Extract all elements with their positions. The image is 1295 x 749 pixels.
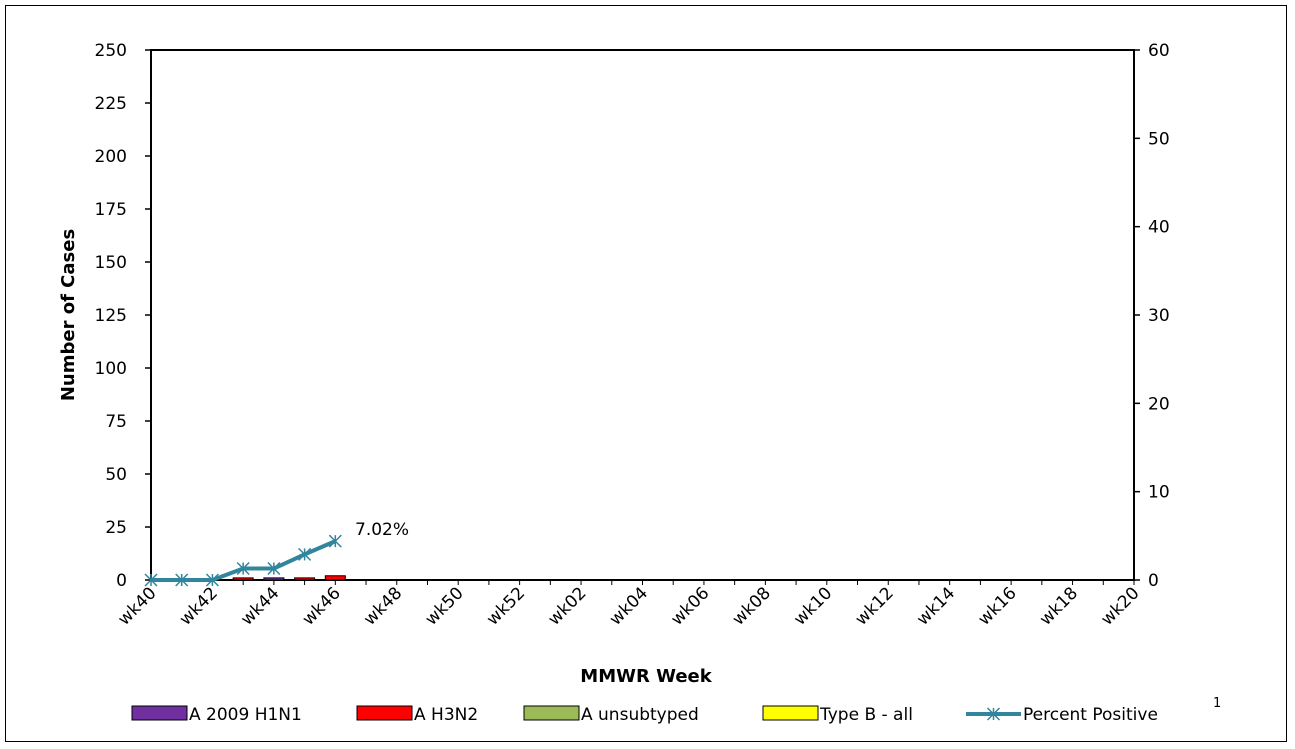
- y2-tick-label: 20: [1148, 394, 1170, 414]
- legend-swatch: [131, 705, 188, 721]
- legend: A 2009 H1N1 A H3N2 A unsubtyped Type B - al…: [131, 705, 1158, 725]
- x-tick-label: wk46: [299, 583, 345, 629]
- y2-tick-label: 10: [1148, 483, 1170, 503]
- x-axis-title: MMWR Week: [580, 666, 712, 687]
- x-tick-label: wk16: [974, 583, 1020, 629]
- x-axis-tick-labels: wk40 wk42 wk44 wk46 wk48 wk50 wk52 wk02 wk04 wk06…: [114, 583, 1143, 629]
- legend-swatch: [356, 705, 413, 721]
- legend-item-percent-positive: Percent Positive: [966, 705, 1158, 725]
- bar-a-h3n2: [232, 577, 254, 581]
- x-tick-label: wk18: [1036, 583, 1082, 629]
- percent-positive-point: [175, 573, 189, 587]
- legend-item-a-2009-h1n1: A 2009 H1N1: [131, 705, 302, 725]
- x-tick-label: wk12: [852, 583, 898, 629]
- y-axis-tick-labels: 0 25 50 75 100 125 150 175 200 225 250: [95, 41, 127, 591]
- legend-item-a-unsubtyped: A unsubtyped: [523, 705, 699, 725]
- y-tick-label: 225: [95, 94, 127, 114]
- y2-tick-label: 0: [1148, 571, 1159, 591]
- y-tick-label: 100: [95, 359, 127, 379]
- legend-footnote: 1: [1213, 696, 1221, 711]
- y-tick-label: 25: [105, 518, 127, 538]
- bar-a-h3n2: [294, 577, 316, 581]
- legend-label: A unsubtyped: [581, 705, 699, 725]
- y2-tick-label: 40: [1148, 218, 1170, 238]
- plot-area-border: [150, 49, 1135, 581]
- legend-swatch: [762, 705, 819, 721]
- y-tick-label: 250: [95, 41, 127, 61]
- x-tick-label: wk02: [544, 583, 590, 629]
- legend-item-type-b-all: Type B - all: [762, 705, 913, 725]
- percent-positive-point: [298, 547, 312, 561]
- y-tick-label: 75: [105, 412, 127, 432]
- x-tick-label: wk52: [483, 583, 529, 629]
- x-tick-label: wk10: [790, 583, 836, 629]
- percent-positive-annotation: 7.02%: [355, 520, 409, 540]
- y-tick-label: 200: [95, 147, 127, 167]
- bar-a-h3n2: [324, 575, 346, 581]
- y2-tick-label: 30: [1148, 306, 1170, 326]
- bar-a-2009-h1n1: [263, 577, 285, 581]
- x-tick-label: wk50: [421, 583, 467, 629]
- percent-positive-point: [267, 561, 281, 576]
- y-tick-label: 150: [95, 253, 127, 273]
- x-tick-label: wk42: [176, 583, 222, 629]
- axes: [145, 49, 1140, 585]
- x-tick-label: wk06: [667, 583, 713, 629]
- percent-positive-point: [236, 561, 250, 576]
- percent-positive-point: [205, 573, 219, 587]
- x-tick-label: wk48: [360, 583, 406, 629]
- bars: [232, 575, 346, 581]
- y2-tick-label: 50: [1148, 129, 1170, 149]
- y2-axis-tick-labels: 0 10 20 30 40 50 60: [1148, 41, 1170, 591]
- y-tick-label: 125: [95, 306, 127, 326]
- legend-label: A H3N2: [414, 705, 478, 725]
- x-tick-label: wk04: [606, 583, 652, 629]
- x-tick-label: wk44: [237, 583, 283, 629]
- percent-positive-line: [144, 534, 342, 587]
- y-axis-title: Number of Cases: [58, 229, 79, 401]
- legend-label: A 2009 H1N1: [189, 705, 302, 725]
- x-tick-label: wk08: [729, 583, 775, 629]
- y-tick-label: 0: [116, 571, 127, 591]
- x-tick-label: wk20: [1097, 583, 1143, 629]
- legend-item-a-h3n2: A H3N2: [356, 705, 478, 725]
- y-tick-label: 175: [95, 200, 127, 220]
- x-tick-label: wk14: [913, 583, 959, 629]
- percent-positive-point: [144, 573, 158, 587]
- legend-label: Percent Positive: [1023, 705, 1158, 725]
- percent-positive-point: [328, 534, 342, 548]
- legend-label: Type B - all: [819, 705, 913, 725]
- legend-swatch: [523, 705, 580, 721]
- y2-tick-label: 60: [1148, 41, 1170, 61]
- y-tick-label: 50: [105, 465, 127, 485]
- chart-frame: [5, 5, 1287, 742]
